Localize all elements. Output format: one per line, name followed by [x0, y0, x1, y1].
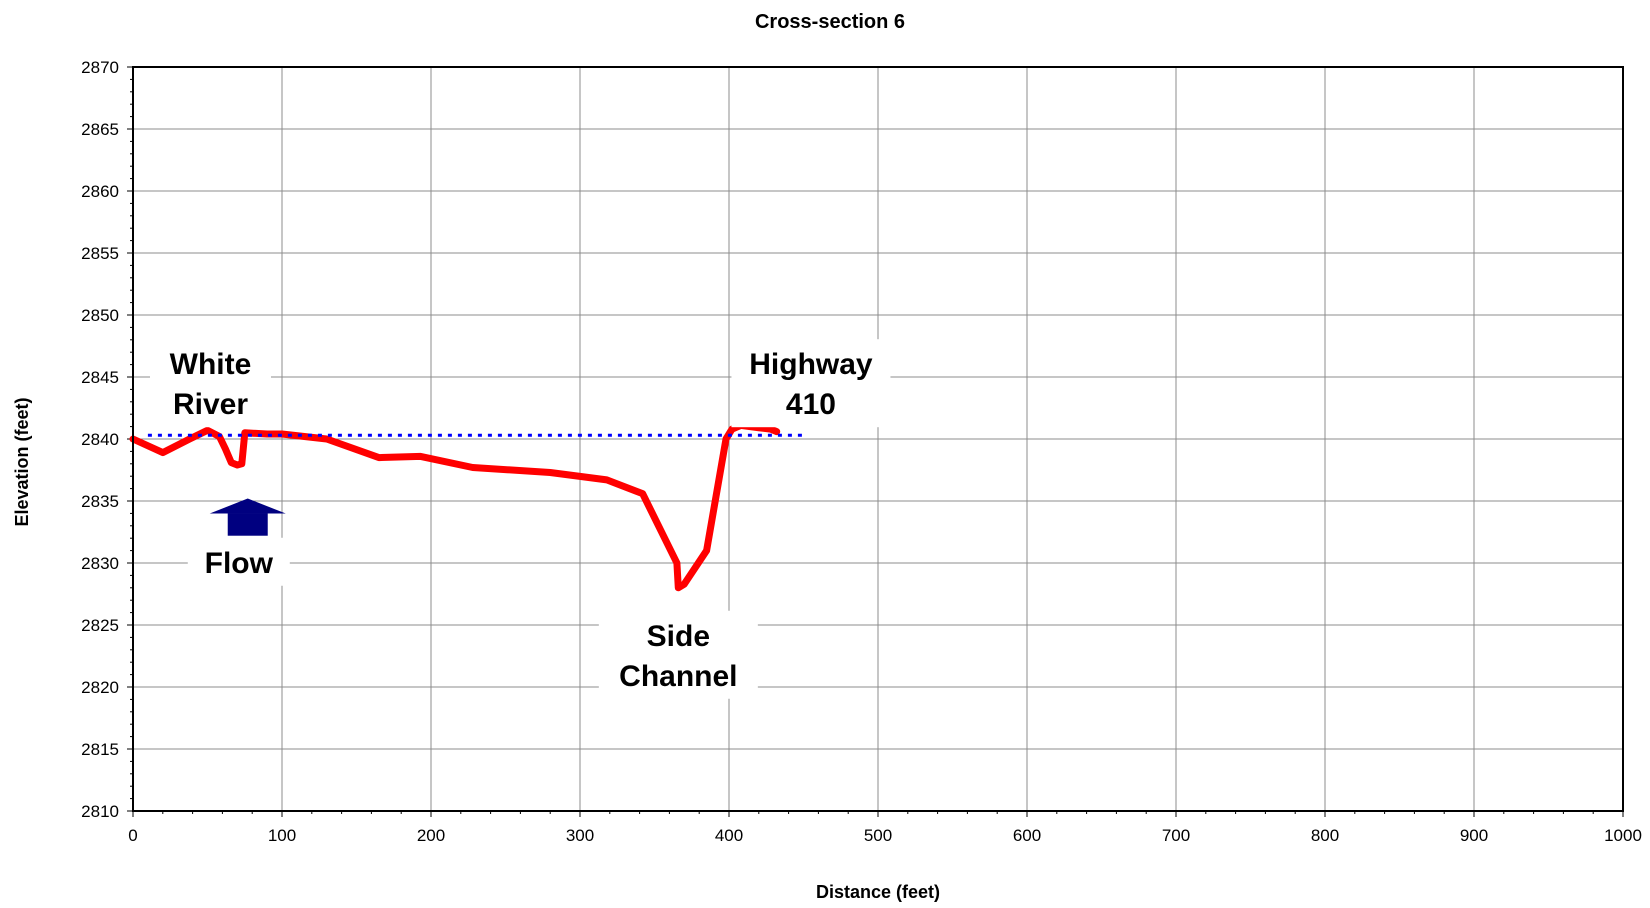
highway-410-label-line: 410	[786, 388, 836, 421]
x-tick-label: 900	[1460, 826, 1488, 845]
highway-410-label-box	[731, 339, 891, 428]
x-tick-label: 400	[715, 826, 743, 845]
x-tick-label: 1000	[1604, 826, 1642, 845]
annotations: White River Highway 410 Flow Side Channel	[149, 339, 891, 699]
y-tick-label: 2860	[81, 182, 119, 201]
y-tick-label: 2840	[81, 430, 119, 449]
x-tick-label: 600	[1013, 826, 1041, 845]
y-tick-label: 2830	[81, 554, 119, 573]
y-tick-label: 2825	[81, 616, 119, 635]
y-tick-label: 2815	[81, 740, 119, 759]
white-river-label-line: White	[170, 348, 252, 381]
x-tick-label: 500	[864, 826, 892, 845]
white-river-label-line: River	[173, 388, 248, 421]
side-channel-label-line: Channel	[619, 660, 737, 693]
y-tick-label: 2865	[81, 120, 119, 139]
x-tick-label: 800	[1311, 826, 1339, 845]
side-channel-label-line: Side	[647, 620, 710, 653]
x-tick-label: 700	[1162, 826, 1190, 845]
y-tick-label: 2845	[81, 368, 119, 387]
white-river-label-box	[149, 339, 271, 428]
y-tick-label: 2820	[81, 678, 119, 697]
highway-410-label-line: Highway	[749, 348, 873, 381]
x-tick-label: 0	[128, 826, 137, 845]
x-tick-label: 100	[268, 826, 296, 845]
series-layer	[129, 421, 804, 592]
y-tick-label: 2855	[81, 244, 119, 263]
flow-arrow-shaft	[227, 513, 268, 536]
y-tick-label: 2835	[81, 492, 119, 511]
x-axis-title: Distance (feet)	[816, 882, 940, 902]
flow-arrow-head	[209, 498, 286, 514]
x-tick-label: 200	[417, 826, 445, 845]
y-tick-label: 2810	[81, 802, 119, 821]
side-channel-label-box	[598, 610, 758, 699]
chart-title: Cross-section 6	[755, 11, 905, 33]
y-tick-label: 2850	[81, 306, 119, 325]
y-tick-label: 2870	[81, 58, 119, 77]
y-axis-title: Elevation (feet)	[12, 397, 32, 526]
flow-label-box	[187, 537, 290, 586]
x-tick-label: 300	[566, 826, 594, 845]
plot-area-border	[132, 66, 1624, 812]
grid	[132, 66, 1624, 812]
flow-label-line: Flow	[205, 547, 274, 580]
axis-ticks: 0 100 200 300 400 500 600 700 800 900 1000 2810 2815…	[81, 58, 1642, 845]
